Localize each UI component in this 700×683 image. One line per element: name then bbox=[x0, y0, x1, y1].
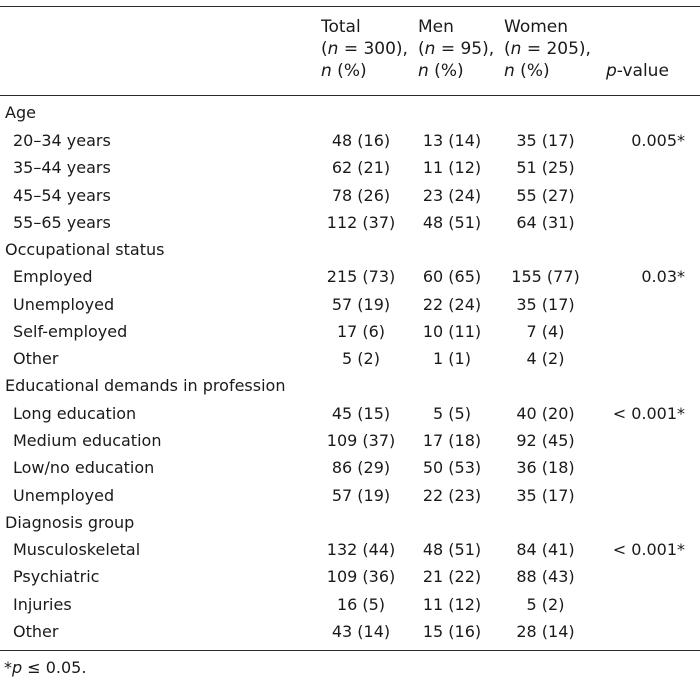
bottom-rule bbox=[0, 650, 700, 651]
footnote: *p ≤ 0.05. bbox=[4, 658, 87, 677]
row-label: Musculoskeletal bbox=[13, 540, 141, 559]
header-pvalue: p-value bbox=[606, 61, 669, 81]
header-men-line3: n (%) bbox=[418, 61, 464, 81]
cell-women: 35 (17) bbox=[516, 131, 575, 150]
cell-men: 11 (12) bbox=[422, 595, 482, 614]
row-label: Other bbox=[13, 349, 59, 368]
section-title-diagnosis-group: Diagnosis group bbox=[5, 513, 135, 532]
row-label: Long education bbox=[13, 404, 137, 423]
cell-men: 13 (14) bbox=[422, 131, 482, 150]
cell-women: 7 (4) bbox=[526, 322, 565, 341]
row-label: Injuries bbox=[13, 595, 72, 614]
row-label: 35–44 years bbox=[13, 158, 111, 177]
section-title-occupational-status: Occupational status bbox=[5, 240, 165, 259]
header-women-line2: (n = 205), bbox=[504, 39, 591, 59]
cell-total: 112 (37) bbox=[326, 213, 396, 232]
cell-total: 17 (6) bbox=[336, 322, 386, 341]
cell-women: 64 (31) bbox=[516, 213, 575, 232]
cell-women: 92 (45) bbox=[516, 431, 575, 450]
cell-men: 21 (22) bbox=[422, 567, 482, 586]
cell-women: 35 (17) bbox=[516, 486, 575, 505]
cell-total: 57 (19) bbox=[331, 295, 391, 314]
header-total-line1: Total bbox=[321, 17, 361, 37]
cell-women: 51 (25) bbox=[516, 158, 575, 177]
cell-total: 16 (5) bbox=[336, 595, 386, 614]
cell-men: 48 (51) bbox=[422, 213, 482, 232]
header-men-line2: (n = 95), bbox=[418, 39, 495, 59]
cell-women: 28 (14) bbox=[516, 622, 575, 641]
cell-total: 109 (36) bbox=[326, 567, 396, 586]
row-label: 45–54 years bbox=[13, 186, 111, 205]
cell-total: 62 (21) bbox=[331, 158, 391, 177]
cell-men: 17 (18) bbox=[422, 431, 482, 450]
cell-women: 40 (20) bbox=[516, 404, 575, 423]
cell-total: 48 (16) bbox=[331, 131, 391, 150]
row-label: Self-employed bbox=[13, 322, 128, 341]
row-label: Unemployed bbox=[13, 295, 115, 314]
header-men-line1: Men bbox=[418, 17, 454, 37]
cell-men: 22 (23) bbox=[422, 486, 482, 505]
cell-total: 57 (19) bbox=[331, 486, 391, 505]
cell-pvalue: 0.005* bbox=[631, 131, 685, 150]
cell-pvalue: < 0.001* bbox=[612, 540, 685, 559]
section-title-educational-demands: Educational demands in profession bbox=[5, 376, 286, 395]
cell-total: 78 (26) bbox=[331, 186, 391, 205]
cell-total: 215 (73) bbox=[326, 267, 396, 286]
cell-women: 36 (18) bbox=[516, 458, 575, 477]
cell-total: 86 (29) bbox=[331, 458, 391, 477]
header-women-line1: Women bbox=[504, 17, 569, 37]
cell-total: 45 (15) bbox=[331, 404, 391, 423]
header-women-line3: n (%) bbox=[504, 61, 550, 81]
cell-men: 22 (24) bbox=[422, 295, 482, 314]
cell-men: 10 (11) bbox=[422, 322, 482, 341]
cell-total: 43 (14) bbox=[331, 622, 391, 641]
cell-women: 55 (27) bbox=[516, 186, 575, 205]
cell-men: 60 (65) bbox=[422, 267, 482, 286]
row-label: Low/no education bbox=[13, 458, 155, 477]
cell-men: 50 (53) bbox=[422, 458, 482, 477]
cell-total: 5 (2) bbox=[342, 349, 380, 368]
cell-men: 5 (5) bbox=[433, 404, 471, 423]
row-label: Medium education bbox=[13, 431, 162, 450]
row-label: Other bbox=[13, 622, 59, 641]
cell-women: 35 (17) bbox=[516, 295, 575, 314]
cell-pvalue: 0.03* bbox=[641, 267, 685, 286]
row-label: 20–34 years bbox=[13, 131, 111, 150]
header-women: Women (n = 205), n (%) bbox=[504, 16, 591, 82]
cell-men: 11 (12) bbox=[422, 158, 482, 177]
cell-men: 15 (16) bbox=[422, 622, 482, 641]
cell-women: 5 (2) bbox=[526, 595, 565, 614]
row-label: 55–65 years bbox=[13, 213, 111, 232]
cell-women: 84 (41) bbox=[516, 540, 575, 559]
cell-men: 48 (51) bbox=[422, 540, 482, 559]
cell-women: 4 (2) bbox=[526, 349, 565, 368]
cell-total: 109 (37) bbox=[326, 431, 396, 450]
cell-women: 88 (43) bbox=[516, 567, 575, 586]
cell-pvalue: < 0.001* bbox=[612, 404, 685, 423]
header-total-line2: (n = 300), bbox=[321, 39, 408, 59]
cell-total: 132 (44) bbox=[326, 540, 396, 559]
row-label: Employed bbox=[13, 267, 93, 286]
cell-men: 23 (24) bbox=[422, 186, 482, 205]
cell-men: 1 (1) bbox=[433, 349, 471, 368]
cell-women: 155 (77) bbox=[511, 267, 580, 286]
row-label: Psychiatric bbox=[13, 567, 100, 586]
top-rule bbox=[0, 6, 700, 7]
section-title-age: Age bbox=[5, 103, 36, 122]
header-men: Men (n = 95), n (%) bbox=[418, 16, 494, 82]
header-total: Total (n = 300), n (%) bbox=[321, 16, 408, 82]
row-label: Unemployed bbox=[13, 486, 115, 505]
header-total-line3: n (%) bbox=[321, 61, 367, 81]
header-rule bbox=[0, 95, 700, 96]
